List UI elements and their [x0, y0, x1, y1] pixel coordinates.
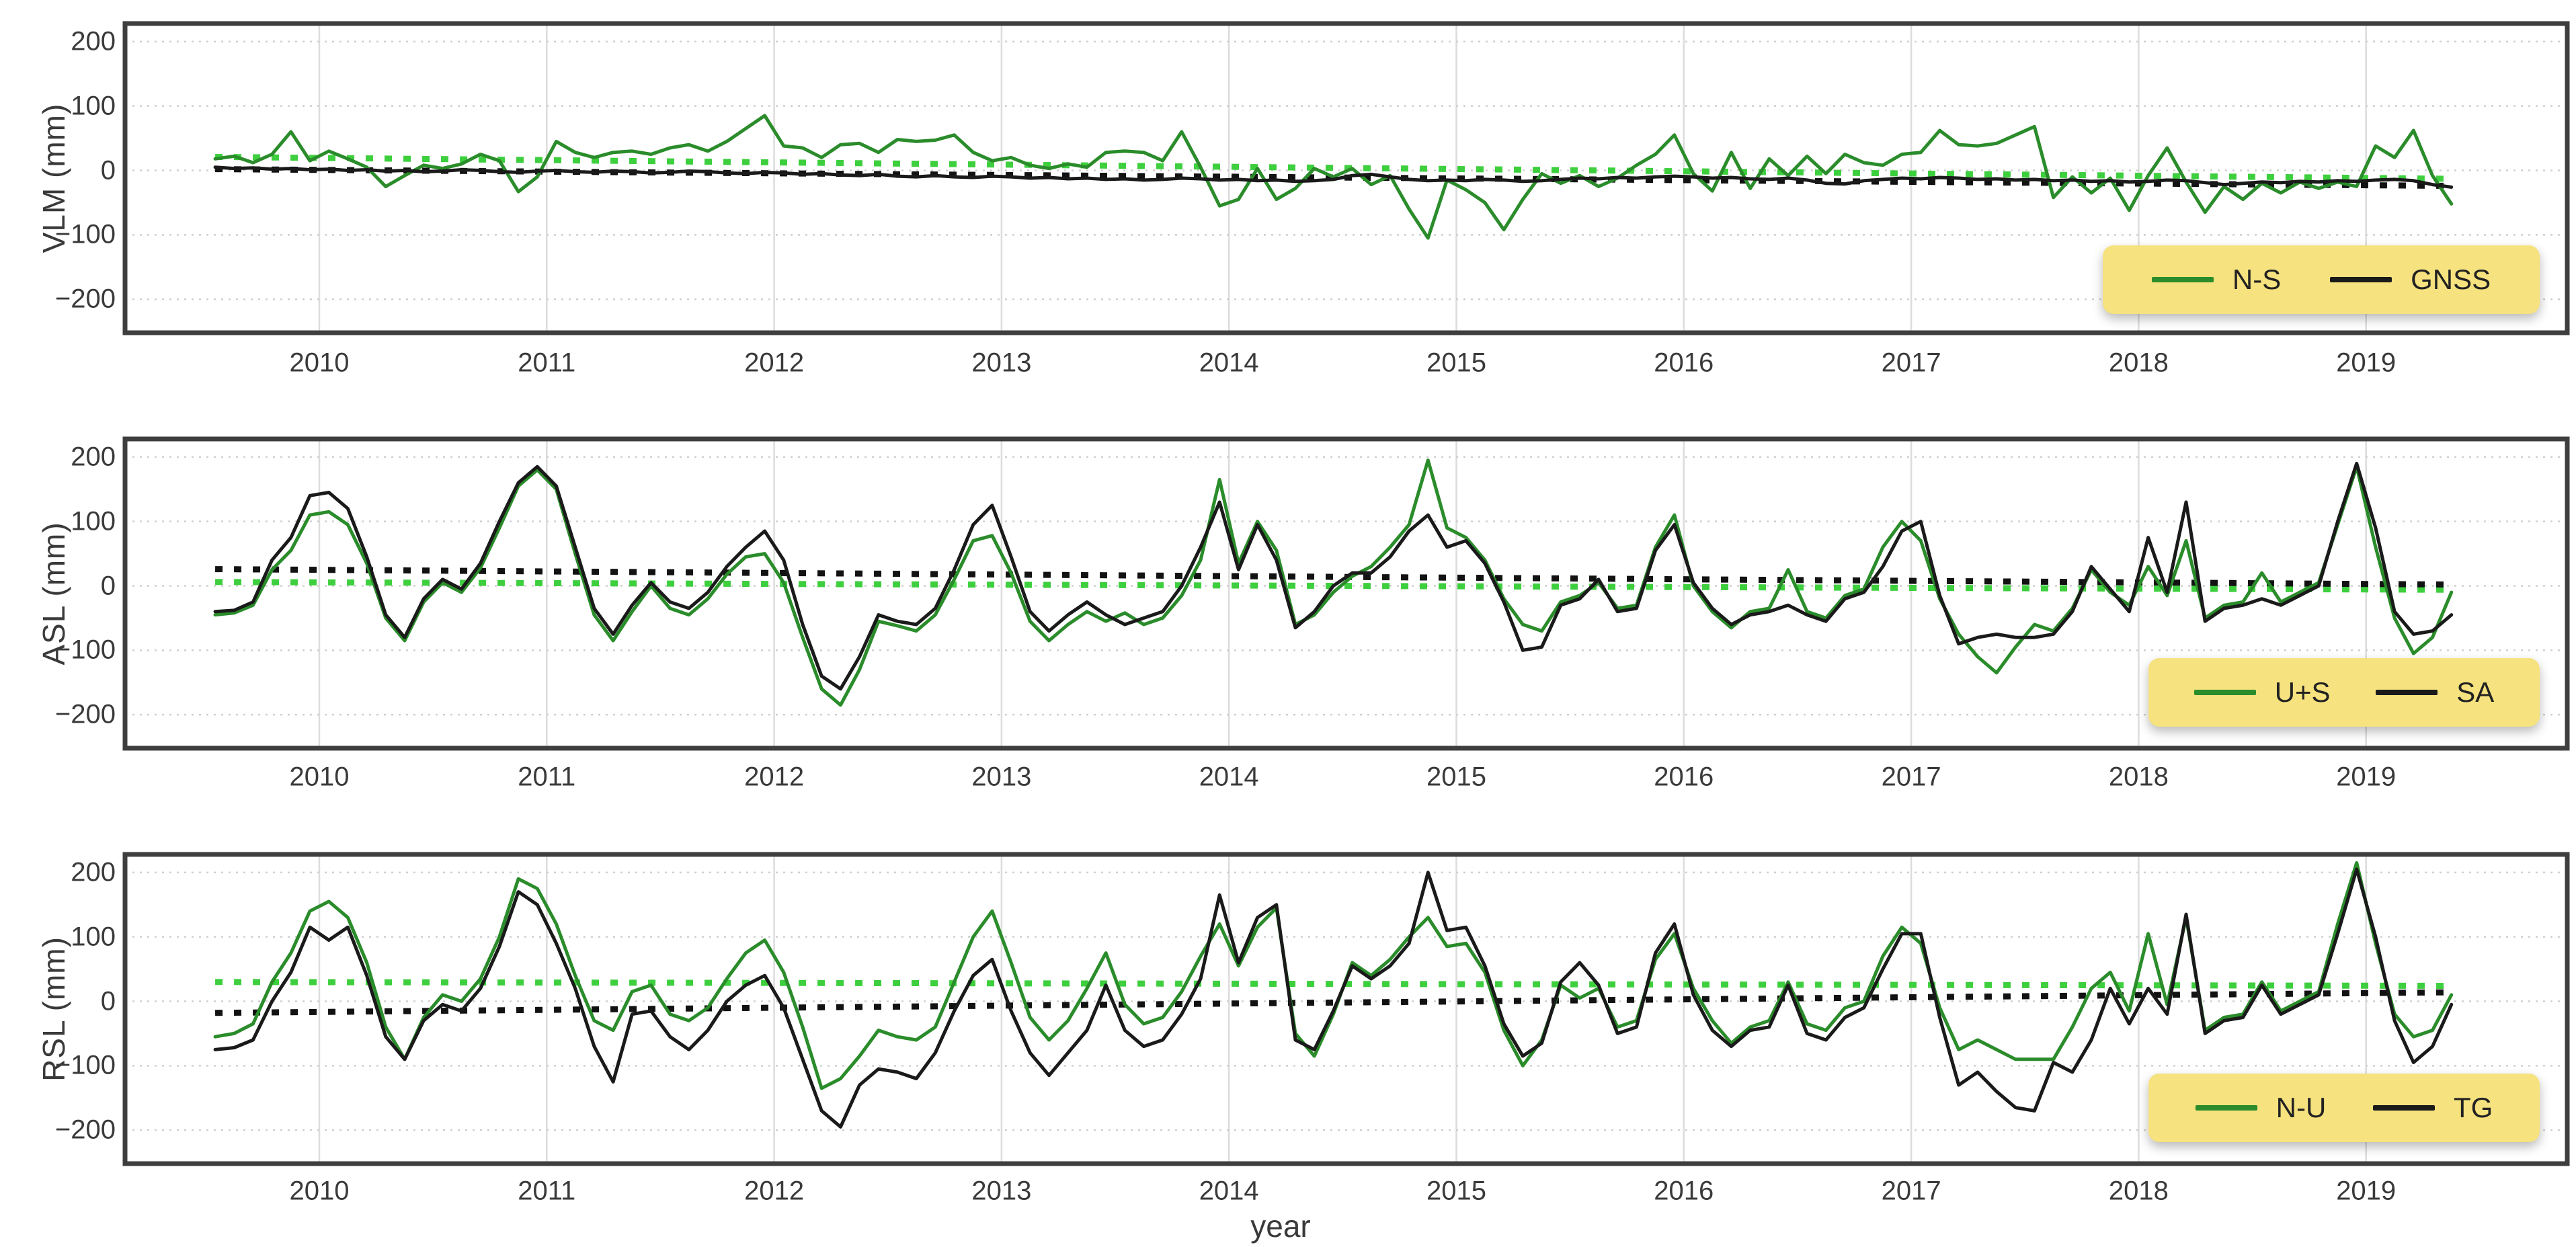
- x-tick-label: 2014: [1199, 348, 1259, 378]
- legend-vlm: N-S GNSS: [2103, 245, 2540, 314]
- x-tick-label: 2012: [744, 348, 805, 378]
- y-tick-label: −200: [54, 284, 116, 314]
- x-tick-label: 2012: [744, 1176, 805, 1206]
- x-tick-label: 2010: [289, 762, 350, 792]
- trend-line-tg-trend: [215, 989, 2452, 1016]
- x-tick-label: 2011: [518, 348, 576, 378]
- x-tick-label: 2011: [518, 762, 576, 792]
- y-tick-label: 200: [71, 442, 116, 472]
- legend-asl: U+S SA: [2148, 658, 2540, 727]
- trend-line-n-u-trend: [215, 979, 2452, 989]
- legend-rsl: N-U TG: [2148, 1074, 2540, 1142]
- x-tick-label: 2017: [1881, 762, 1941, 792]
- x-tick-label: 2012: [744, 762, 805, 792]
- trend-line-sa-trend: [215, 566, 2452, 588]
- series-line-tg: [213, 867, 2454, 1129]
- y-tick-label: 0: [100, 155, 116, 185]
- trend-line-u-s-trend: [215, 579, 2452, 593]
- x-tick-label: 2017: [1881, 1176, 1941, 1206]
- legend-label: TG: [2454, 1092, 2493, 1123]
- legend-item: U+S: [2193, 676, 2331, 709]
- x-tick-label: 2015: [1426, 1176, 1486, 1206]
- green-line-key-icon: [2193, 690, 2256, 695]
- x-tick-label: 2018: [2108, 1176, 2169, 1206]
- legend-item: N-S: [2151, 264, 2282, 296]
- green-line-key-icon: [2195, 1105, 2257, 1111]
- panel-border: [122, 436, 2570, 751]
- x-tick-label: 2016: [1654, 1176, 1714, 1206]
- x-tick-label: 2015: [1426, 348, 1486, 378]
- y-tick-label: 200: [71, 857, 116, 887]
- x-tick-label: 2019: [2336, 762, 2397, 792]
- x-tick-label: 2011: [518, 1176, 576, 1206]
- legend-item: TG: [2373, 1092, 2493, 1124]
- y-tick-label: 200: [71, 26, 116, 56]
- black-line-key-icon: [2376, 690, 2438, 695]
- black-line-key-icon: [2373, 1105, 2435, 1111]
- legend-item: SA: [2376, 676, 2494, 709]
- series-line-n-u: [213, 861, 2454, 1090]
- x-tick-label: 2010: [289, 348, 350, 378]
- x-tick-label: 2013: [971, 348, 1032, 378]
- panel-border: [122, 21, 2570, 335]
- y-tick-label: −200: [54, 1115, 116, 1145]
- legend-label: GNSS: [2411, 264, 2491, 295]
- black-line-key-icon: [2330, 277, 2392, 282]
- x-tick-label: 2019: [2336, 1176, 2397, 1206]
- y-tick-label: 100: [71, 922, 116, 952]
- legend-item: N-U: [2195, 1092, 2327, 1124]
- y-tick-label: −100: [54, 219, 116, 249]
- x-tick-label: 2014: [1199, 1176, 1259, 1206]
- green-line-key-icon: [2151, 277, 2214, 282]
- x-tick-label: 2013: [971, 762, 1032, 792]
- x-tick-label: 2017: [1881, 348, 1941, 378]
- legend-label: U+S: [2274, 676, 2331, 708]
- x-tick-label: 2010: [289, 1176, 350, 1206]
- y-tick-label: −100: [54, 1050, 116, 1080]
- legend-item: GNSS: [2330, 264, 2491, 296]
- x-tick-label: 2019: [2336, 348, 2397, 378]
- y-tick-label: −200: [54, 699, 116, 729]
- legend-label: N-U: [2276, 1092, 2327, 1123]
- y-tick-label: −100: [54, 635, 116, 665]
- series-line-n-s: [213, 114, 2454, 240]
- x-tick-label: 2015: [1426, 762, 1486, 792]
- series-line-gnss: [213, 165, 2454, 189]
- series-line-sa: [213, 461, 2454, 691]
- legend-label: N-S: [2232, 264, 2282, 295]
- y-tick-label: 0: [100, 986, 116, 1016]
- x-tick-label: 2018: [2108, 348, 2169, 378]
- x-tick-label: 2014: [1199, 762, 1259, 792]
- x-tick-label: 2016: [1654, 348, 1714, 378]
- trend-line-n-s-trend: [215, 153, 2452, 182]
- y-tick-label: 100: [71, 506, 116, 536]
- x-tick-label: 2013: [971, 1176, 1032, 1206]
- series-line-u-s: [213, 458, 2454, 707]
- y-tick-label: 100: [71, 91, 116, 121]
- x-tick-label: 2018: [2108, 762, 2169, 792]
- x-axis-title-year: year: [1250, 1209, 1311, 1244]
- legend-label: SA: [2456, 676, 2495, 708]
- panel-border: [122, 852, 2570, 1166]
- x-tick-label: 2016: [1654, 762, 1714, 792]
- y-tick-label: 0: [100, 571, 116, 600]
